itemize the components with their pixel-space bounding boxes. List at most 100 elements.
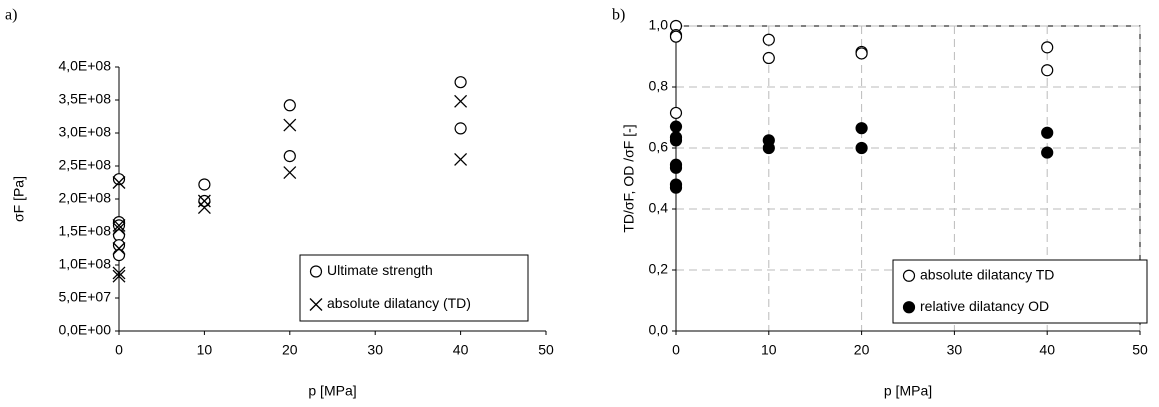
marker — [669, 181, 683, 194]
marker — [669, 134, 683, 147]
marker — [112, 173, 126, 186]
y-tick-label: 3,0E+08 — [58, 124, 111, 140]
chart-panel: a) 0,0E+00 5,0E+07 1,0E+08 1,5E+08 2,0E+08 2,5… — [5, 7, 554, 399]
circle — [762, 141, 775, 155]
circle — [1041, 126, 1054, 139]
y-tick-label: 1,0 — [649, 17, 669, 33]
circle — [855, 141, 868, 155]
marker — [669, 106, 683, 120]
marker — [1041, 64, 1054, 77]
circle — [454, 76, 467, 89]
chart-panel: b) 0,0 0,2 0,4 0,6 0,8 1,0 0 10 20 30 40 50 p [MPa] TD… — [612, 7, 1148, 399]
panel-label: b) — [612, 7, 625, 24]
y-tick-label: 1,5E+08 — [58, 223, 111, 239]
y-tick-label: 2,5E+08 — [58, 157, 111, 173]
marker — [855, 122, 868, 135]
cross-stroke — [112, 269, 126, 283]
circle — [762, 33, 775, 46]
cross-stroke — [112, 218, 126, 232]
cross-stroke — [112, 222, 126, 236]
x-axis-label: p [MPa] — [884, 383, 932, 399]
y-axis-label: σF [Pa] — [11, 176, 27, 222]
y-tick-label: 0,0E+00 — [58, 322, 111, 338]
cross-stroke — [454, 94, 468, 108]
y-axis-label: TD/σF, OD /σF [-] — [621, 124, 637, 232]
legend-box — [892, 259, 1148, 324]
y-tick-label: 0,0 — [649, 322, 669, 338]
cross-stroke — [283, 166, 297, 180]
marker — [902, 269, 916, 282]
circle — [1041, 146, 1054, 159]
x-tick-label: 30 — [367, 342, 383, 358]
marker — [197, 201, 211, 215]
marker — [198, 178, 211, 191]
legend-label: Ultimate strength — [327, 262, 433, 278]
marker — [283, 118, 297, 132]
circle — [669, 120, 683, 133]
legend-label: absolute dilatancy (TD) — [327, 295, 471, 311]
marker — [112, 218, 126, 232]
cross-stroke — [112, 242, 126, 255]
marker — [902, 301, 916, 314]
x-tick-label: 40 — [453, 342, 469, 358]
y-tick-label: 2,0E+08 — [58, 190, 111, 206]
x-tick-label: 10 — [761, 342, 777, 358]
x-axis-label: p [MPa] — [308, 383, 356, 399]
marker — [669, 30, 683, 43]
x-tick-label: 0 — [672, 342, 680, 358]
marker — [112, 269, 126, 283]
marker — [112, 266, 126, 280]
circle — [1041, 41, 1054, 54]
legend-label: absolute dilatancy TD — [920, 266, 1054, 282]
cross-stroke — [283, 118, 297, 132]
circle — [309, 265, 323, 278]
marker — [1041, 126, 1054, 139]
marker — [855, 47, 868, 60]
marker — [1041, 146, 1054, 159]
marker — [669, 161, 683, 174]
y-tick-label: 1,0E+08 — [58, 256, 111, 272]
x-tick-label: 50 — [538, 342, 554, 358]
y-tick-label: 0,8 — [649, 78, 669, 94]
x-tick-label: 40 — [1039, 342, 1055, 358]
circle — [669, 161, 683, 174]
marker — [309, 265, 323, 278]
x-tick-label: 0 — [115, 342, 123, 358]
marker — [762, 141, 775, 155]
marker — [855, 141, 868, 155]
cross-stroke — [197, 194, 211, 208]
circle — [669, 30, 683, 43]
marker — [197, 194, 211, 208]
circle — [283, 150, 296, 163]
legend-box — [299, 254, 529, 322]
cross-stroke — [454, 152, 468, 166]
circle — [283, 99, 296, 112]
marker — [1041, 41, 1054, 54]
x-tick-label: 10 — [197, 342, 213, 358]
marker — [283, 166, 297, 180]
y-tick-label: 0,4 — [649, 200, 669, 216]
marker — [112, 249, 126, 262]
panel-label: a) — [5, 7, 17, 24]
circle — [112, 173, 126, 186]
circle — [762, 51, 775, 65]
y-tick-label: 5,0E+07 — [58, 289, 111, 305]
y-tick-label: 4,0E+08 — [58, 58, 111, 74]
cross-stroke — [197, 201, 211, 215]
marker — [454, 122, 467, 135]
circle — [1041, 64, 1054, 77]
x-tick-label: 30 — [947, 342, 963, 358]
x-tick-label: 20 — [282, 342, 298, 358]
circle — [902, 269, 916, 282]
cross-stroke — [112, 176, 126, 189]
circle — [112, 249, 126, 262]
marker — [112, 242, 126, 255]
circle — [669, 106, 683, 120]
marker — [283, 150, 296, 163]
y-tick-label: 0,2 — [649, 261, 669, 277]
marker — [454, 94, 468, 108]
marker — [283, 99, 296, 112]
marker — [309, 298, 323, 311]
marker — [112, 176, 126, 189]
